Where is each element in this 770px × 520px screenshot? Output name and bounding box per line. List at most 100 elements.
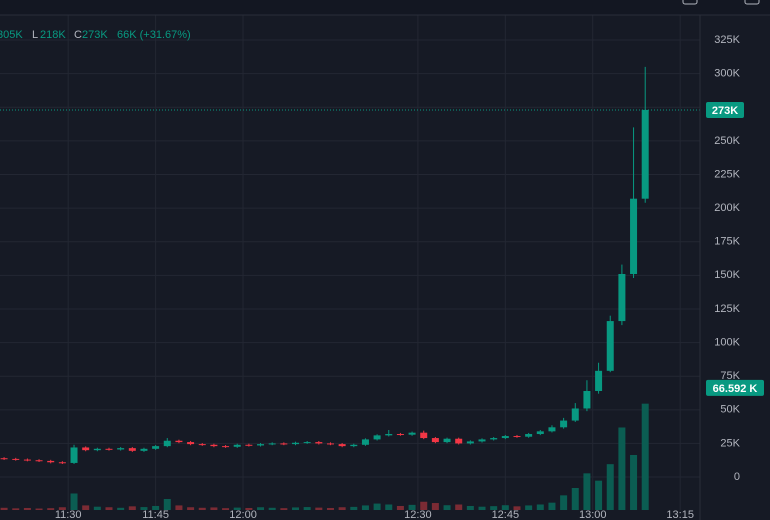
candle-body: [548, 427, 556, 432]
candle-body: [396, 434, 404, 436]
volume-bar: [93, 506, 101, 510]
volume-bar: [443, 505, 451, 510]
candle-body: [536, 431, 544, 435]
candle-body: [641, 109, 649, 199]
volume-bar: [548, 502, 556, 510]
last-volume-badge: [706, 379, 764, 396]
volume-bar: [536, 504, 544, 510]
candle-body: [315, 442, 323, 444]
y-tick-label: 225K: [714, 168, 740, 180]
volume-bar: [595, 480, 603, 510]
candle-body: [280, 443, 288, 445]
candle-body: [373, 435, 381, 440]
price-axis: 0 25K 50K 75K 100K 125K 150K 175K 200K 225K 250K 27…: [706, 34, 764, 483]
legend-key: L: [32, 29, 38, 41]
candle-body: [292, 442, 300, 445]
candle-body: [630, 198, 638, 274]
grid: [0, 15, 700, 510]
volume-bar: [198, 507, 206, 510]
volume-bar: [583, 473, 591, 510]
candle-body: [210, 444, 218, 447]
volume-bar: [175, 505, 183, 510]
y-tick-label: 200K: [714, 202, 740, 214]
volume-bar: [268, 507, 276, 510]
candle-body: [385, 434, 393, 436]
x-tick-label: 12:30: [404, 509, 432, 520]
y-tick-label: 75K: [720, 370, 740, 382]
legend-close_key: C: [74, 29, 82, 41]
volume-bar: [35, 508, 43, 510]
volume-bar: [338, 507, 346, 510]
volume-bar: [233, 507, 241, 510]
y-tick-label: 325K: [714, 34, 740, 46]
volume-bar: [630, 455, 638, 510]
volume-bar: [117, 507, 125, 510]
candle-body: [525, 434, 533, 437]
candle-body: [560, 420, 568, 428]
volume-bar: [58, 507, 66, 510]
candle-body: [490, 438, 498, 440]
candle-body: [268, 443, 276, 445]
candle-body: [23, 459, 31, 461]
volume-bar: [326, 507, 334, 510]
y-tick-label: 0: [734, 471, 740, 483]
candle-body: [583, 390, 591, 409]
volume-bar: [245, 507, 253, 510]
icon[interactable]: [744, 0, 760, 5]
legend-low: 218K: [40, 29, 66, 41]
top-bar: [0, 0, 770, 15]
icon[interactable]: [682, 0, 698, 5]
volume-bar: [0, 507, 8, 510]
legend-change: 66K (+31.67%): [117, 29, 191, 41]
candle-body: [12, 458, 20, 460]
candle-body: [513, 436, 521, 438]
y-tick-label: 125K: [714, 303, 740, 315]
candle-body: [478, 439, 486, 442]
candle-body: [595, 370, 603, 391]
y-tick-label: 150K: [714, 269, 740, 281]
candle-body: [175, 440, 183, 443]
ohlc-legend: 305K L 218K C 273K 66K (+31.67%): [0, 29, 191, 41]
candle-body: [163, 440, 171, 447]
candle-body: [501, 436, 509, 439]
x-tick-label: 11:30: [55, 509, 82, 520]
y-tick-label: 250K: [714, 135, 740, 147]
candle-body: [466, 441, 474, 444]
volume-bar: [350, 506, 358, 510]
candle-body: [350, 444, 358, 447]
volume-bar: [152, 505, 160, 510]
y-tick-label: 100K: [714, 336, 740, 348]
candle-body: [93, 448, 101, 451]
volume-bar: [455, 504, 463, 510]
volume-bar: [140, 507, 148, 510]
volume-bar: [23, 507, 31, 510]
candle-body: [233, 444, 241, 447]
volume-bar: [396, 505, 404, 510]
candle-body: [338, 444, 346, 447]
volume-bar: [501, 505, 509, 510]
volume-bar: [315, 507, 323, 510]
candle-body: [140, 448, 148, 451]
volume-bar: [513, 506, 521, 510]
candle-body: [618, 273, 626, 322]
volume-bar: [222, 508, 230, 510]
candle-body: [35, 460, 43, 462]
volume-bar: [187, 507, 195, 510]
candle-body: [58, 462, 66, 464]
volume-bar: [525, 505, 533, 510]
candle-body: [245, 444, 253, 446]
volume-bar: [12, 508, 20, 510]
volume-bar: [292, 507, 300, 510]
x-tick-label: 12:45: [492, 509, 520, 520]
x-tick-label: 13:00: [579, 509, 607, 520]
candle-body: [70, 447, 78, 463]
volume-bar: [490, 506, 498, 510]
volume-bar: [163, 499, 171, 510]
candle-body: [420, 432, 428, 439]
volume-bar: [385, 504, 393, 510]
volume-bar: [420, 501, 428, 510]
volume-bar: [373, 503, 381, 510]
candle-body: [361, 439, 369, 445]
